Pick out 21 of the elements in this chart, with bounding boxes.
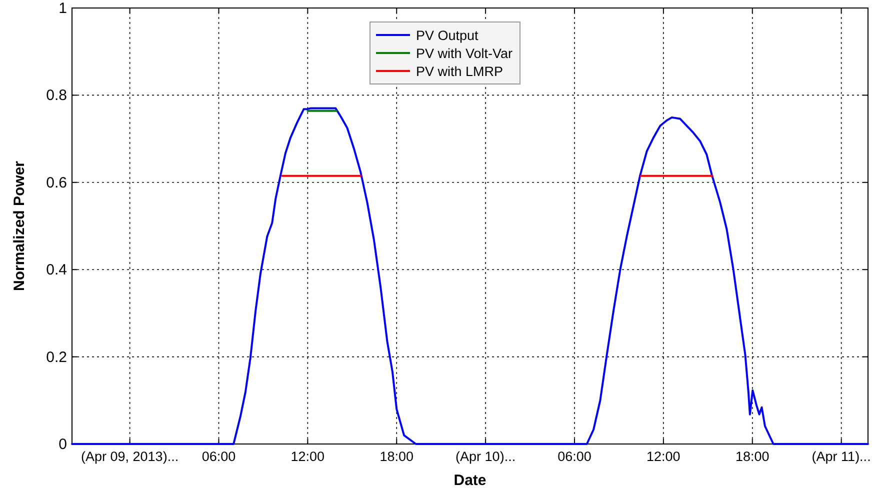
y-tick-label: 0.6 <box>46 174 67 192</box>
x-tick-label: 18:00 <box>380 449 414 464</box>
y-tick-label: 0.2 <box>46 348 67 366</box>
x-tick-label: (Apr 10)... <box>456 449 516 464</box>
y-tick-label: 0.4 <box>46 262 67 279</box>
legend-label: PV with LMRP <box>416 64 504 79</box>
x-tick-label: 06:00 <box>202 449 236 464</box>
y-tick-label: 0 <box>58 436 67 453</box>
y-tick-label: 1 <box>58 0 67 17</box>
x-tick-label: (Apr 09, 2013)... <box>81 449 179 464</box>
x-tick-label: 12:00 <box>290 449 325 464</box>
x-axis-title: Date <box>454 472 486 489</box>
x-tick-label: (Apr 11)... <box>812 449 871 464</box>
y-tick-label: 0.8 <box>46 87 67 104</box>
legend-label: PV Output <box>416 28 479 43</box>
x-tick-label: 12:00 <box>646 449 680 464</box>
line-series <box>71 107 869 445</box>
x-tick-label: 06:00 <box>558 449 592 464</box>
legend-label: PV with Volt-Var <box>416 46 514 61</box>
x-tick-label: 18:00 <box>735 449 770 464</box>
y-axis-title: Normalized Power <box>11 160 28 292</box>
